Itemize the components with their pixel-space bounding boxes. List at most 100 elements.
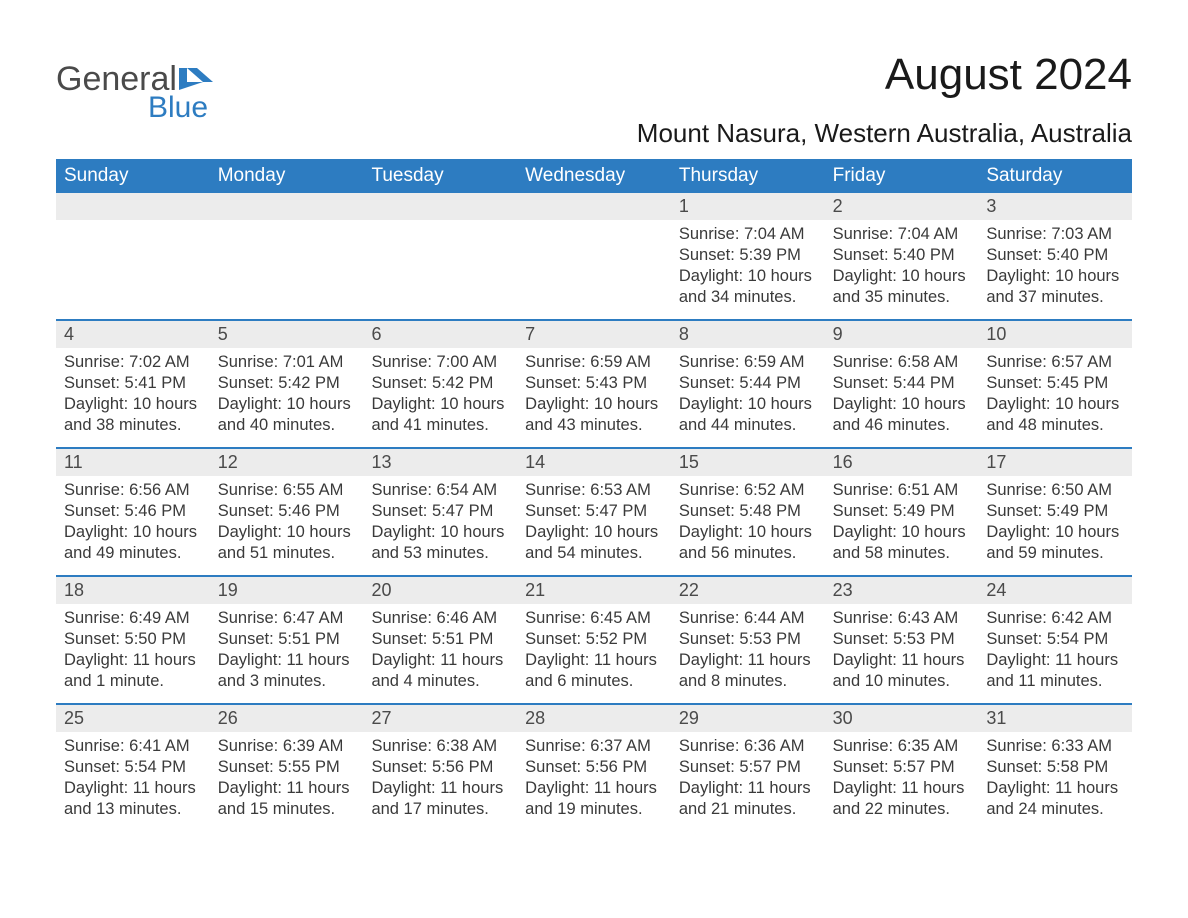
day-number: 31 — [978, 705, 1132, 732]
day-number: 12 — [210, 449, 364, 476]
daylight-line: Daylight: 11 hours and 10 minutes. — [833, 650, 971, 692]
day-content: Sunrise: 6:54 AMSunset: 5:47 PMDaylight:… — [363, 476, 517, 572]
day-number: 15 — [671, 449, 825, 476]
day-content: Sunrise: 6:33 AMSunset: 5:58 PMDaylight:… — [978, 732, 1132, 828]
day-number: 24 — [978, 577, 1132, 604]
day-cell: 5Sunrise: 7:01 AMSunset: 5:42 PMDaylight… — [210, 321, 364, 447]
sunset-line: Sunset: 5:41 PM — [64, 373, 202, 394]
day-content: Sunrise: 6:47 AMSunset: 5:51 PMDaylight:… — [210, 604, 364, 700]
sunrise-line: Sunrise: 6:55 AM — [218, 480, 356, 501]
week-row: 18Sunrise: 6:49 AMSunset: 5:50 PMDayligh… — [56, 575, 1132, 703]
day-cell: 16Sunrise: 6:51 AMSunset: 5:49 PMDayligh… — [825, 449, 979, 575]
day-number: 13 — [363, 449, 517, 476]
sunrise-line: Sunrise: 7:03 AM — [986, 224, 1124, 245]
sunrise-line: Sunrise: 6:52 AM — [679, 480, 817, 501]
day-content: Sunrise: 7:00 AMSunset: 5:42 PMDaylight:… — [363, 348, 517, 444]
day-content: Sunrise: 6:56 AMSunset: 5:46 PMDaylight:… — [56, 476, 210, 572]
day-number — [56, 193, 210, 220]
day-number: 30 — [825, 705, 979, 732]
month-title: August 2024 — [637, 50, 1132, 100]
day-content: Sunrise: 6:46 AMSunset: 5:51 PMDaylight:… — [363, 604, 517, 700]
daylight-line: Daylight: 10 hours and 44 minutes. — [679, 394, 817, 436]
sunrise-line: Sunrise: 6:39 AM — [218, 736, 356, 757]
daylight-line: Daylight: 10 hours and 37 minutes. — [986, 266, 1124, 308]
day-content: Sunrise: 6:39 AMSunset: 5:55 PMDaylight:… — [210, 732, 364, 828]
daylight-line: Daylight: 10 hours and 59 minutes. — [986, 522, 1124, 564]
sunrise-line: Sunrise: 6:56 AM — [64, 480, 202, 501]
day-cell: 26Sunrise: 6:39 AMSunset: 5:55 PMDayligh… — [210, 705, 364, 831]
sunrise-line: Sunrise: 7:02 AM — [64, 352, 202, 373]
weekday-wednesday: Wednesday — [517, 159, 671, 193]
day-cell: 19Sunrise: 6:47 AMSunset: 5:51 PMDayligh… — [210, 577, 364, 703]
sunset-line: Sunset: 5:51 PM — [218, 629, 356, 650]
day-content: Sunrise: 7:04 AMSunset: 5:40 PMDaylight:… — [825, 220, 979, 316]
day-cell: 29Sunrise: 6:36 AMSunset: 5:57 PMDayligh… — [671, 705, 825, 831]
sunset-line: Sunset: 5:53 PM — [679, 629, 817, 650]
sunrise-line: Sunrise: 6:37 AM — [525, 736, 663, 757]
day-content: Sunrise: 6:45 AMSunset: 5:52 PMDaylight:… — [517, 604, 671, 700]
daylight-line: Daylight: 10 hours and 56 minutes. — [679, 522, 817, 564]
daylight-line: Daylight: 11 hours and 22 minutes. — [833, 778, 971, 820]
sunrise-line: Sunrise: 6:36 AM — [679, 736, 817, 757]
day-number: 14 — [517, 449, 671, 476]
day-number: 27 — [363, 705, 517, 732]
day-number — [517, 193, 671, 220]
sunrise-line: Sunrise: 6:33 AM — [986, 736, 1124, 757]
day-number — [363, 193, 517, 220]
daylight-line: Daylight: 10 hours and 49 minutes. — [64, 522, 202, 564]
daylight-line: Daylight: 11 hours and 17 minutes. — [371, 778, 509, 820]
day-cell: 7Sunrise: 6:59 AMSunset: 5:43 PMDaylight… — [517, 321, 671, 447]
day-cell: 22Sunrise: 6:44 AMSunset: 5:53 PMDayligh… — [671, 577, 825, 703]
sunset-line: Sunset: 5:39 PM — [679, 245, 817, 266]
sunrise-line: Sunrise: 6:44 AM — [679, 608, 817, 629]
day-cell: 13Sunrise: 6:54 AMSunset: 5:47 PMDayligh… — [363, 449, 517, 575]
day-number: 3 — [978, 193, 1132, 220]
logo-text-blue: Blue — [148, 91, 208, 125]
day-cell: 10Sunrise: 6:57 AMSunset: 5:45 PMDayligh… — [978, 321, 1132, 447]
day-cell: 2Sunrise: 7:04 AMSunset: 5:40 PMDaylight… — [825, 193, 979, 319]
daylight-line: Daylight: 11 hours and 15 minutes. — [218, 778, 356, 820]
sunset-line: Sunset: 5:40 PM — [833, 245, 971, 266]
day-cell: 17Sunrise: 6:50 AMSunset: 5:49 PMDayligh… — [978, 449, 1132, 575]
day-content: Sunrise: 6:52 AMSunset: 5:48 PMDaylight:… — [671, 476, 825, 572]
day-cell: 28Sunrise: 6:37 AMSunset: 5:56 PMDayligh… — [517, 705, 671, 831]
sunset-line: Sunset: 5:44 PM — [679, 373, 817, 394]
day-content: Sunrise: 6:50 AMSunset: 5:49 PMDaylight:… — [978, 476, 1132, 572]
sunset-line: Sunset: 5:50 PM — [64, 629, 202, 650]
day-content: Sunrise: 6:44 AMSunset: 5:53 PMDaylight:… — [671, 604, 825, 700]
sunrise-line: Sunrise: 6:43 AM — [833, 608, 971, 629]
sunset-line: Sunset: 5:43 PM — [525, 373, 663, 394]
sunrise-line: Sunrise: 6:49 AM — [64, 608, 202, 629]
sunrise-line: Sunrise: 6:54 AM — [371, 480, 509, 501]
day-content: Sunrise: 7:01 AMSunset: 5:42 PMDaylight:… — [210, 348, 364, 444]
sunrise-line: Sunrise: 6:59 AM — [525, 352, 663, 373]
day-number — [210, 193, 364, 220]
day-content: Sunrise: 6:58 AMSunset: 5:44 PMDaylight:… — [825, 348, 979, 444]
sunrise-line: Sunrise: 6:42 AM — [986, 608, 1124, 629]
day-cell: 24Sunrise: 6:42 AMSunset: 5:54 PMDayligh… — [978, 577, 1132, 703]
sunset-line: Sunset: 5:56 PM — [525, 757, 663, 778]
day-number: 18 — [56, 577, 210, 604]
sunrise-line: Sunrise: 6:46 AM — [371, 608, 509, 629]
sunset-line: Sunset: 5:40 PM — [986, 245, 1124, 266]
daylight-line: Daylight: 11 hours and 13 minutes. — [64, 778, 202, 820]
daylight-line: Daylight: 11 hours and 4 minutes. — [371, 650, 509, 692]
day-cell: 1Sunrise: 7:04 AMSunset: 5:39 PMDaylight… — [671, 193, 825, 319]
sunset-line: Sunset: 5:56 PM — [371, 757, 509, 778]
day-content: Sunrise: 6:35 AMSunset: 5:57 PMDaylight:… — [825, 732, 979, 828]
day-content: Sunrise: 7:04 AMSunset: 5:39 PMDaylight:… — [671, 220, 825, 316]
daylight-line: Daylight: 11 hours and 6 minutes. — [525, 650, 663, 692]
day-number: 21 — [517, 577, 671, 604]
sunset-line: Sunset: 5:51 PM — [371, 629, 509, 650]
day-number: 10 — [978, 321, 1132, 348]
daylight-line: Daylight: 11 hours and 1 minute. — [64, 650, 202, 692]
sunrise-line: Sunrise: 6:53 AM — [525, 480, 663, 501]
sunrise-line: Sunrise: 6:38 AM — [371, 736, 509, 757]
weekday-monday: Monday — [210, 159, 364, 193]
empty-cell — [56, 193, 210, 319]
day-cell: 11Sunrise: 6:56 AMSunset: 5:46 PMDayligh… — [56, 449, 210, 575]
daylight-line: Daylight: 10 hours and 43 minutes. — [525, 394, 663, 436]
sunrise-line: Sunrise: 6:35 AM — [833, 736, 971, 757]
week-row: 11Sunrise: 6:56 AMSunset: 5:46 PMDayligh… — [56, 447, 1132, 575]
day-number: 26 — [210, 705, 364, 732]
